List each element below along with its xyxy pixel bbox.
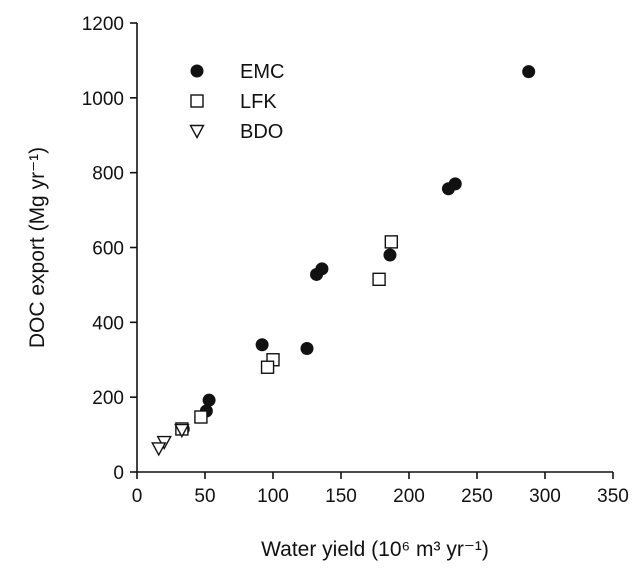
legend: EMC LFK BDO bbox=[189, 61, 284, 143]
legend-marker-bdo bbox=[189, 124, 205, 139]
y-tick-label: 0 bbox=[113, 463, 124, 484]
data-point-lfk bbox=[260, 360, 275, 374]
x-tick-label: 350 bbox=[597, 486, 629, 507]
data-point-emc bbox=[383, 248, 397, 262]
x-tick-label: 50 bbox=[194, 486, 215, 507]
y-tick-label: 800 bbox=[92, 164, 124, 185]
x-tick-label: 300 bbox=[529, 486, 561, 507]
data-point-bdo bbox=[174, 423, 190, 439]
x-axis-ticks: 0 50 100 150 200 250 300 350 bbox=[132, 472, 629, 507]
y-tick-label: 1200 bbox=[82, 14, 124, 35]
y-axis-title: DOC export (Mg yr⁻¹) bbox=[26, 147, 49, 348]
legend-label-emc: EMC bbox=[240, 61, 284, 83]
data-point-bdo bbox=[151, 442, 167, 457]
data-point-lfk bbox=[372, 272, 386, 287]
data-point-emc bbox=[310, 267, 324, 281]
legend-label-lfk: LFK bbox=[240, 91, 277, 113]
data-point-emc bbox=[255, 338, 269, 352]
legend-marker-lfk bbox=[190, 94, 204, 108]
data-point-lfk bbox=[194, 410, 208, 424]
y-axis-ticks: 0 200 400 600 800 1000 1200 bbox=[82, 14, 137, 484]
y-tick-label: 400 bbox=[92, 313, 124, 334]
series-bdo bbox=[151, 423, 190, 457]
y-tick-label: 200 bbox=[92, 388, 124, 409]
legend-marker-emc bbox=[190, 64, 204, 78]
x-axis-title: Water yield (10⁶ m³ yr⁻¹) bbox=[261, 538, 489, 561]
legend-label-bdo: BDO bbox=[240, 121, 283, 143]
data-point-emc bbox=[522, 65, 536, 79]
x-tick-label: 250 bbox=[461, 486, 493, 507]
series-emc bbox=[176, 65, 536, 436]
data-point-emc bbox=[441, 182, 455, 196]
data-point-lfk bbox=[384, 235, 399, 249]
y-tick-label: 1000 bbox=[82, 89, 124, 110]
y-tick-label: 600 bbox=[92, 239, 124, 260]
data-point-emc bbox=[300, 342, 314, 356]
x-tick-label: 150 bbox=[325, 486, 357, 507]
x-tick-label: 100 bbox=[257, 486, 289, 507]
data-point-emc bbox=[202, 393, 216, 407]
data-points bbox=[151, 65, 536, 457]
x-tick-label: 0 bbox=[132, 486, 143, 507]
x-tick-label: 200 bbox=[393, 486, 425, 507]
